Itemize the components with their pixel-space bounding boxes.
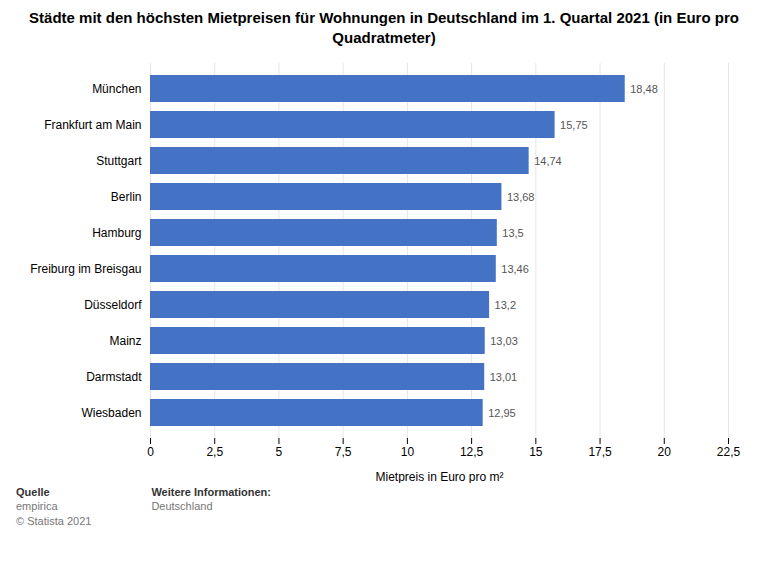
svg-text:13,5: 13,5 — [502, 226, 523, 238]
svg-text:13,01: 13,01 — [490, 370, 518, 382]
svg-text:Düsseldorf: Düsseldorf — [84, 297, 142, 311]
svg-text:2,5: 2,5 — [206, 445, 223, 459]
svg-text:10: 10 — [401, 445, 415, 459]
html-text:Quelle: Quelle — [16, 485, 50, 498]
svg-text:Hamburg: Hamburg — [92, 225, 141, 239]
svg-text:15,75: 15,75 — [560, 118, 588, 130]
svg-text:Mainz: Mainz — [109, 333, 141, 347]
svg-text:14,74: 14,74 — [534, 154, 562, 166]
svg-text:13,03: 13,03 — [490, 334, 518, 346]
svg-text:München: München — [92, 81, 141, 95]
svg-text:Berlin: Berlin — [111, 189, 142, 203]
svg-text:13,68: 13,68 — [507, 190, 535, 202]
svg-text:15: 15 — [529, 445, 543, 459]
svg-text:13,2: 13,2 — [495, 298, 516, 310]
svg-text:7,5: 7,5 — [335, 445, 352, 459]
svg-text:18,48: 18,48 — [630, 82, 658, 94]
svg-text:17,5: 17,5 — [588, 445, 612, 459]
svg-text:Wiesbaden: Wiesbaden — [81, 405, 141, 419]
svg-text:13,46: 13,46 — [501, 262, 529, 274]
html-text:Städte mit den höchsten Mietpr: Städte mit den höchsten Mietpreisen für … — [29, 9, 739, 47]
svg-text:0: 0 — [147, 445, 154, 459]
html-text:© Statista 2021: © Statista 2021 — [16, 515, 92, 528]
svg-text:Freiburg im Breisgau: Freiburg im Breisgau — [30, 261, 141, 275]
svg-text:12,5: 12,5 — [460, 445, 484, 459]
svg-text:5: 5 — [276, 445, 283, 459]
svg-text:22,5: 22,5 — [717, 445, 741, 459]
html-text:Deutschland: Deutschland — [151, 500, 213, 513]
svg-text:12,95: 12,95 — [488, 406, 516, 418]
html-text:empirica: empirica — [16, 500, 58, 513]
html-text:Weitere Informationen:: Weitere Informationen: — [151, 485, 271, 498]
svg-text:Darmstadt: Darmstadt — [86, 369, 142, 383]
svg-text:20: 20 — [658, 445, 672, 459]
svg-text:Mietpreis in Euro pro m²: Mietpreis in Euro pro m² — [375, 469, 503, 483]
svg-text:Frankfurt am Main: Frankfurt am Main — [44, 117, 141, 131]
svg-text:Stuttgart: Stuttgart — [96, 153, 142, 167]
